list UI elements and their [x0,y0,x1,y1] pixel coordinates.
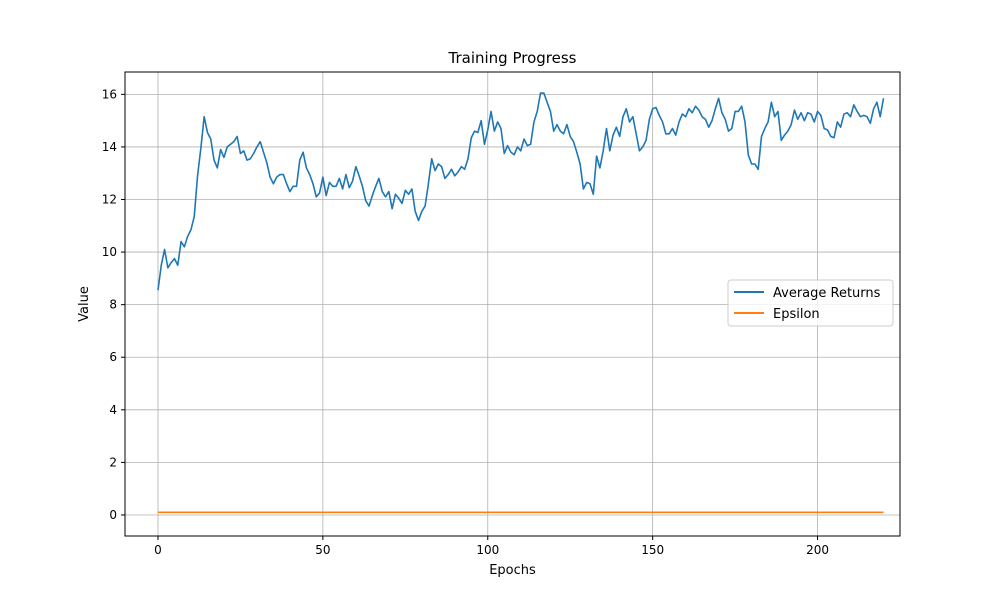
y-tick-label: 6 [109,350,117,364]
chart-title: Training Progress [448,49,577,67]
legend-label-average-returns: Average Returns [773,286,881,301]
axis-ticks: 0 50 100 150 200 0 2 4 6 8 10 12 14 16 [102,87,829,557]
series-line-average-returns [157,92,885,291]
y-axis-label: Value [77,286,92,322]
series-layer [157,92,885,514]
legend-label-epsilon: Epsilon [773,307,820,322]
x-tick-label: 0 [154,543,162,557]
y-tick-label: 12 [102,193,117,207]
y-tick-label: 0 [109,508,117,522]
y-tick-label: 16 [102,87,117,101]
x-tick-label: 100 [476,543,499,557]
y-tick-label: 4 [109,403,117,417]
x-tick-label: 150 [641,543,664,557]
y-tick-label: 14 [102,140,117,154]
y-tick-label: 2 [109,455,117,469]
x-tick-label: 200 [806,543,829,557]
x-axis-label: Epochs [489,563,536,578]
x-tick-label: 50 [315,543,330,557]
legend: Average Returns Epsilon [727,279,894,327]
legend-box [727,279,894,327]
y-tick-label: 10 [102,245,117,259]
y-tick-label: 8 [109,298,117,312]
plot-frame [124,71,901,537]
